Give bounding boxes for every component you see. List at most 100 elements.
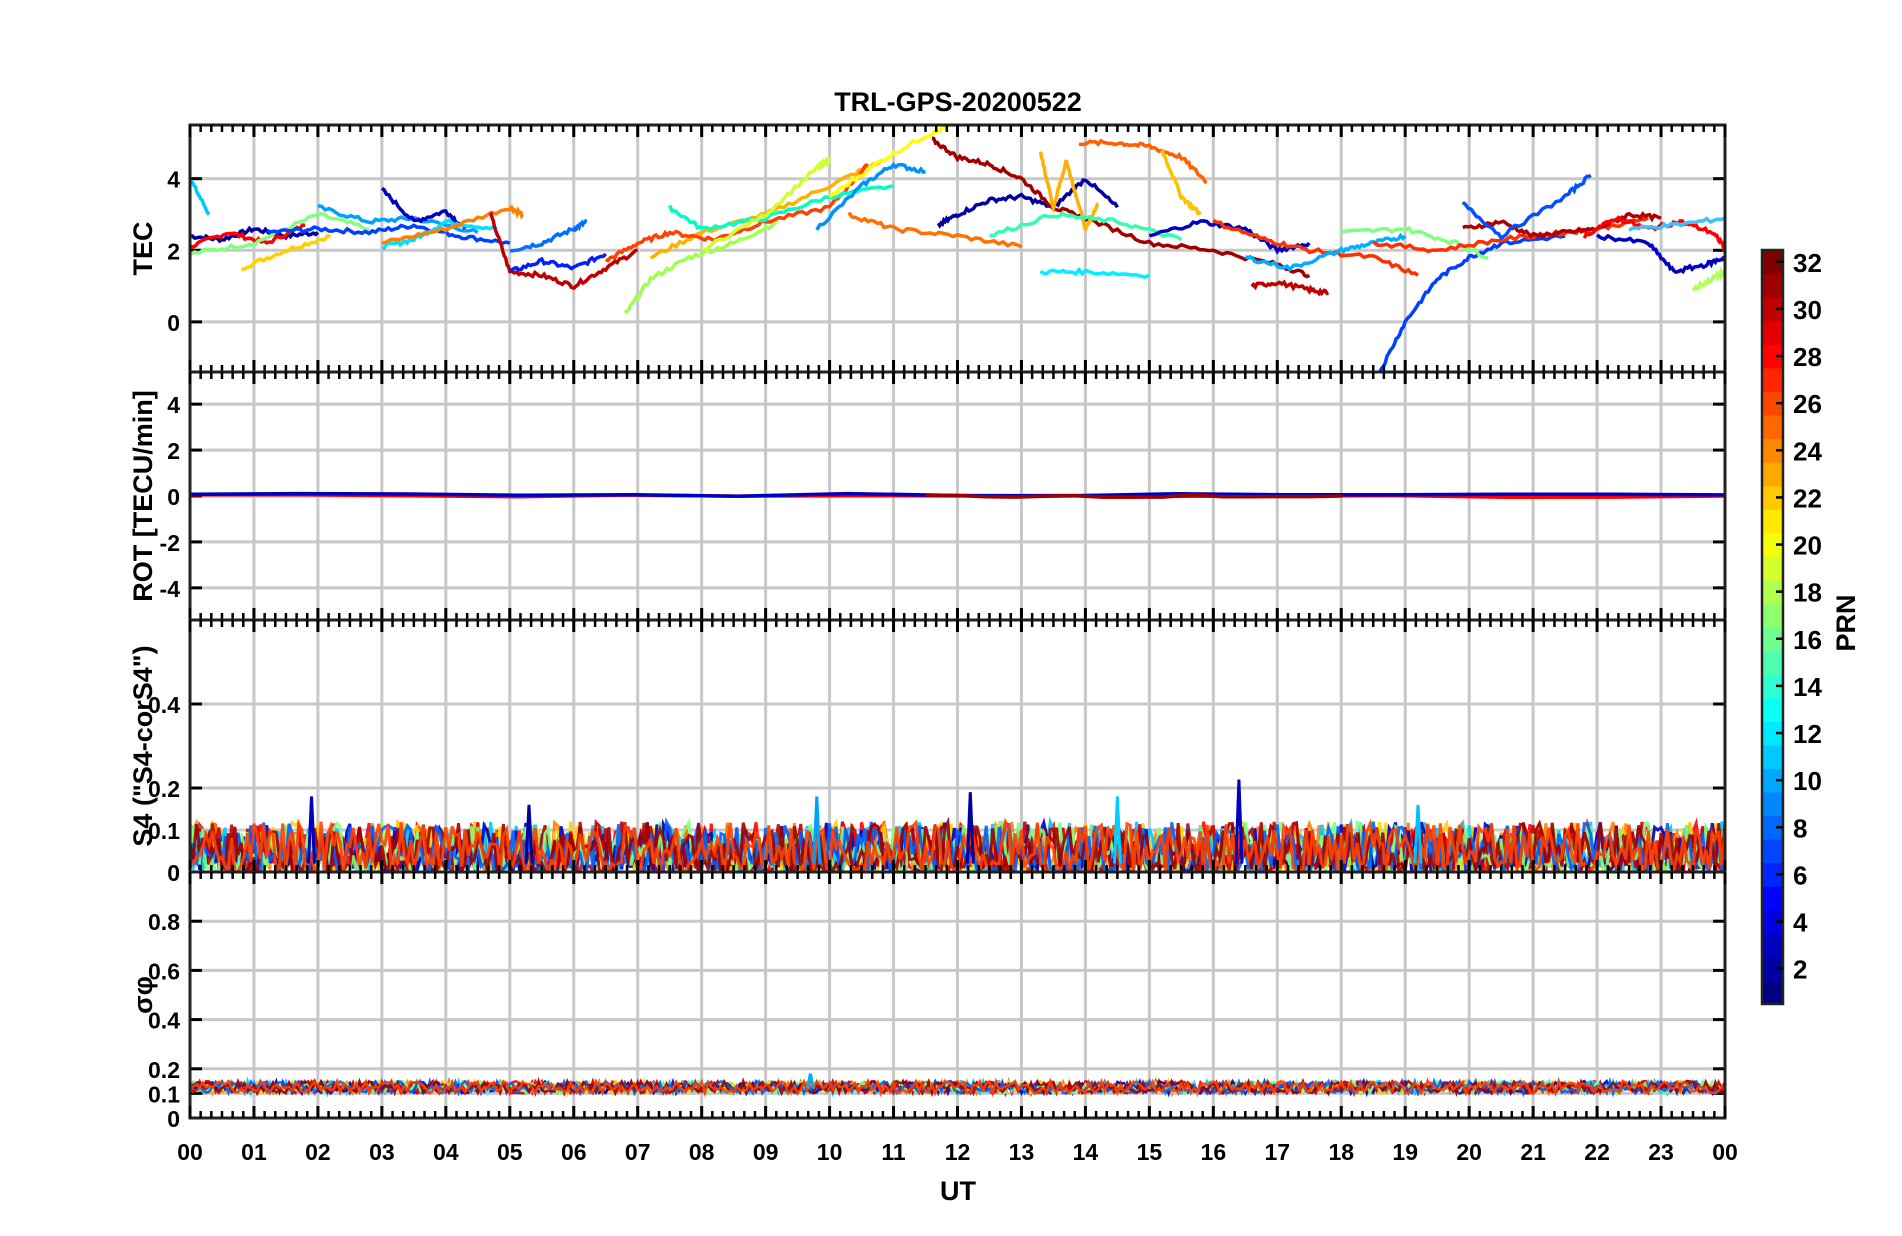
series-line-3 [190,223,306,250]
x-tick-label: 21 [1520,1139,1546,1165]
x-tick-label: 02 [305,1139,331,1165]
plot-area [190,491,1725,500]
y-tick-label: 0.2 [148,776,180,802]
series-line-28 [989,211,1183,242]
colorbar-cell [1762,956,1783,982]
colorbar-cell [1762,603,1783,628]
series-line-22 [936,178,1119,229]
series-line-19 [815,162,926,231]
y-tick-label: 0.1 [148,818,180,844]
spike [812,796,822,864]
colorbar-cell [1762,391,1783,416]
colorbar-tick-label: 24 [1793,436,1822,466]
x-tick-label: 23 [1648,1139,1674,1165]
x-tick-label: 16 [1201,1139,1227,1165]
colorbar-cell [1762,839,1783,864]
spike [1112,796,1122,864]
series-line-24 [1038,151,1099,231]
y-axis-label: ROT [TECU/min] [128,390,158,601]
series-line-2 [190,179,211,216]
panel-2: -4 -2 0 2 4 ROT [TECU/min] [128,370,1727,622]
x-tick-label: 20 [1456,1139,1482,1165]
series-line-39 [1596,233,1725,275]
series-line-14 [623,219,779,315]
spike [524,804,534,864]
plot-area [190,1073,1725,1099]
x-axis-label: UT [940,1176,976,1206]
series-line-27 [1039,266,1151,280]
series-line-3 [925,493,1342,500]
series-line-11 [488,212,638,291]
series-line-13 [509,218,588,253]
colorbar-cell [1762,627,1783,652]
colorbar-cell [1762,273,1783,298]
colorbar-cell [1762,791,1783,817]
series-line-8 [380,186,467,230]
y-tick-label: 0 [167,310,180,336]
x-tick-label: 22 [1584,1139,1610,1165]
series-line-32 [1244,232,1407,272]
colorbar-tick-label: 10 [1793,766,1822,796]
series-line-21 [828,125,952,199]
spike [965,792,975,864]
figure-title: TRL-GPS-20200522 [834,87,1082,117]
colorbar-cell [1762,674,1783,699]
x-tick-label: 07 [625,1139,651,1165]
colorbar-cell [1762,744,1783,769]
colorbar-cell [1762,886,1783,911]
colorbar-cell [1762,697,1783,722]
x-tick-label: 12 [945,1139,971,1165]
x-tick-label: 11 [881,1139,906,1165]
colorbar-tick-label: 28 [1793,342,1822,372]
x-tick-label: 19 [1392,1139,1418,1165]
x-tick-label: 03 [369,1139,395,1165]
x-tick-label: 00 [177,1139,203,1165]
colorbar-tick-label: 8 [1793,813,1807,843]
noise-trace [190,1077,1725,1098]
colorbar-tick-label: 2 [1793,955,1807,985]
y-tick-label: 4 [167,392,180,418]
colorbar-cell [1762,532,1783,557]
spike [1234,779,1244,864]
x-tick-label: 05 [497,1139,523,1165]
colorbar-label: PRN [1831,594,1861,651]
panel-3: 0 0.1 0.2 0.4S4 ("S4-corS4") [128,618,1727,886]
series-line-30 [1212,218,1419,277]
y-tick-label: 0 [167,484,180,510]
colorbar-tick-label: 4 [1793,908,1808,938]
series-line-4 [240,234,331,272]
colorbar-cell [1762,862,1783,887]
series-line-34 [1340,225,1489,260]
colorbar-cell [1762,933,1783,958]
y-tick-label: 0.4 [148,692,180,718]
colorbar-cell [1762,344,1783,369]
x-tick-label: 13 [1009,1139,1035,1165]
series-line-20 [847,211,1023,249]
colorbar-cell [1762,579,1783,605]
colorbar-tick-label: 18 [1793,578,1822,608]
series-line-23 [931,136,1311,279]
series-line-7 [317,203,479,234]
y-tick-label: -2 [160,530,180,556]
colorbar-cell [1762,909,1783,934]
series-line-10 [381,204,525,245]
y-axis-label: TEC [128,222,158,276]
colorbar-cell [1762,509,1783,534]
colorbar-cell [1762,980,1783,1005]
colorbar-tick-label: 20 [1793,531,1822,561]
series-line-37 [1461,173,1592,241]
series-line-31 [1250,279,1329,297]
y-axis-label: S4 ("S4-corS4") [128,645,158,846]
colorbar-tick-label: 16 [1793,625,1822,655]
colorbar-cell [1762,768,1783,793]
series-line-25 [1078,138,1208,184]
series-line-26 [1160,149,1202,216]
x-tick-label: 06 [561,1139,587,1165]
colorbar-tick-label: 12 [1793,719,1822,749]
colorbar-tick-label: 30 [1793,295,1822,325]
colorbar-cell [1762,367,1783,392]
series-line-40 [1628,216,1725,232]
series-line-41 [1691,265,1725,292]
y-tick-label: 0 [167,1106,180,1132]
